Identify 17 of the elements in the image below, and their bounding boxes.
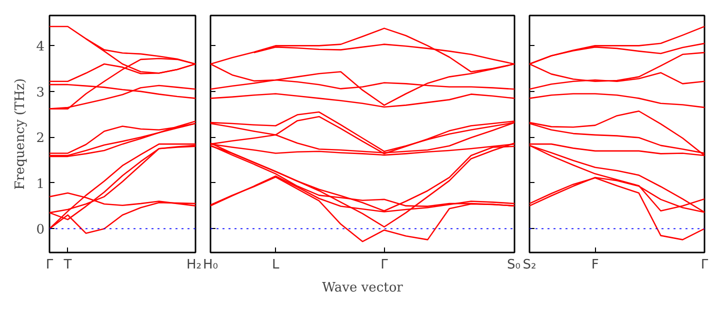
x-tick-label: Γ <box>380 258 389 272</box>
x-tick-label: S₂ <box>522 258 536 272</box>
y-tick-label: 2 <box>36 131 45 146</box>
x-axis-title: Wave vector <box>322 280 404 296</box>
y-axis-title: Frequency (THz) <box>13 78 28 190</box>
x-tick-label: H₀ <box>203 258 218 272</box>
x-tick-label: Γ <box>700 258 709 272</box>
x-tick-label: L <box>272 258 280 272</box>
x-tick-label: T <box>62 258 72 272</box>
y-tick-label: 0 <box>36 222 45 238</box>
y-tick-label: 3 <box>36 85 45 100</box>
x-tick-label: S₀ <box>507 258 521 272</box>
x-tick-label: Γ <box>46 258 54 272</box>
x-tick-label: F <box>591 258 599 272</box>
x-tick-label: H₂ <box>186 258 202 272</box>
y-tick-label: 1 <box>36 176 45 192</box>
y-tick-label: 4 <box>36 40 45 55</box>
